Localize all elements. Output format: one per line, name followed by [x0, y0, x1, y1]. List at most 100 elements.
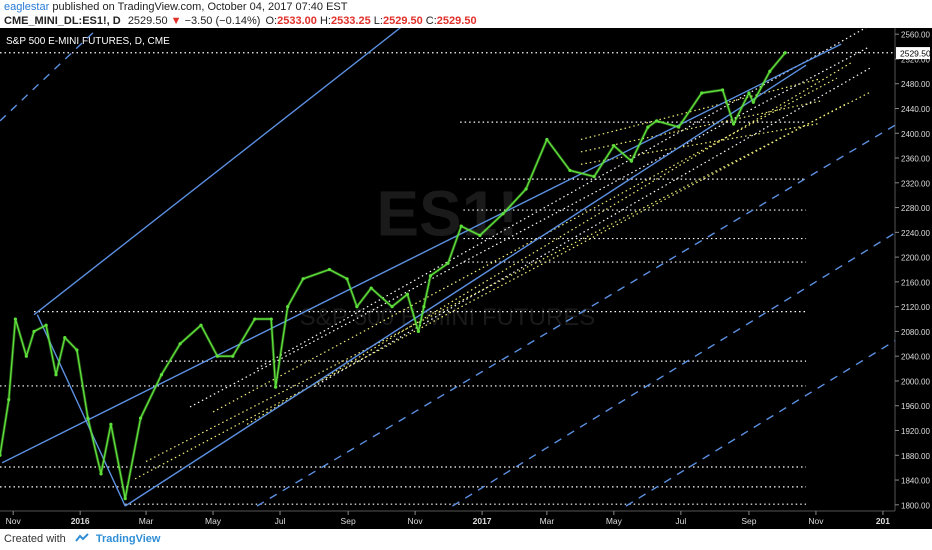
last-price: 2529.50	[127, 15, 168, 27]
y-tick-label: 2360.00	[901, 155, 930, 164]
y-tick-label: 2280.00	[901, 204, 930, 213]
watermark-name: S&P 500 E-MINI FUTURES	[300, 304, 596, 331]
publish-info: published on TradingView.com, October 04…	[52, 1, 348, 13]
price-point	[751, 100, 755, 104]
y-tick-label: 2240.00	[901, 229, 930, 238]
ohlc-line: CME_MINI_DL:ES1!, D 2529.50 ▼ −3.50 (−0.…	[4, 15, 477, 27]
open-value: 2533.00	[277, 15, 317, 27]
y-tick-label: 1800.00	[901, 501, 930, 510]
trend-dotted-line-1	[256, 28, 867, 370]
tradingview-link[interactable]: TradingView	[95, 533, 161, 545]
price-point	[24, 354, 28, 358]
price-point	[54, 373, 58, 377]
price-point	[655, 119, 659, 123]
low-label: L:	[373, 15, 383, 27]
author-link[interactable]: eaglestar	[4, 1, 50, 13]
close-label: C:	[425, 15, 437, 27]
trend-dotted-line-4	[145, 91, 871, 462]
price-point	[646, 125, 650, 129]
x-tick-label: Mar	[540, 516, 555, 526]
price-point	[720, 88, 725, 92]
y-tick-label: 2440.00	[901, 105, 930, 114]
trend-dotted-line-6	[134, 102, 849, 480]
x-tick-label: Nov	[408, 516, 424, 526]
x-tick-label: Nov	[6, 516, 22, 526]
price-chart[interactable]: ES1! S&P 500 E-MINI FUTURES S&P 500 E-MINI…	[0, 28, 932, 529]
price-point	[286, 305, 290, 309]
price-point	[99, 472, 103, 476]
price-point	[355, 305, 359, 309]
x-tick-label: Jul	[675, 516, 686, 526]
price-point	[253, 317, 257, 321]
price-point	[109, 422, 113, 426]
low-value: 2529.50	[382, 15, 423, 27]
price-point	[345, 277, 349, 281]
trend-dotted-line-8	[580, 78, 821, 141]
publish-line: eaglestar published on TradingView.com, …	[4, 1, 347, 13]
x-tick-label: May	[606, 516, 623, 526]
y-tick-label: 2480.00	[901, 80, 930, 89]
price-point	[269, 317, 273, 321]
x-tick-label: 201	[876, 516, 890, 526]
x-tick-label: Mar	[139, 516, 154, 526]
chart-background	[0, 28, 932, 529]
price-point	[612, 144, 616, 148]
down-arrow-icon: ▼	[170, 15, 182, 27]
price-axis-panel	[895, 28, 932, 529]
y-tick-label: 2520.00	[901, 55, 930, 64]
y-tick-label: 1920.00	[901, 427, 930, 436]
chart-header: eaglestar published on TradingView.com, …	[0, 0, 932, 28]
price-point	[459, 224, 463, 228]
x-tick-label: 2016	[71, 516, 90, 526]
price-point	[215, 354, 220, 358]
price-point	[592, 175, 596, 179]
y-tick-label: 2560.00	[901, 31, 930, 40]
y-tick-label: 2040.00	[901, 353, 930, 362]
price-change: −3.50 (−0.14%)	[184, 15, 261, 27]
watermark-symbol: ES1!	[376, 177, 518, 249]
tradingview-logo-icon	[75, 533, 89, 545]
channel-line-7	[452, 232, 896, 507]
last-price-tag-bg	[896, 47, 930, 60]
price-point	[178, 342, 182, 346]
channel-line-2	[33, 28, 402, 316]
price-point	[63, 336, 67, 340]
trend-dotted-line-3	[313, 67, 871, 388]
channel-line-1	[1, 43, 842, 464]
channel-line-3	[124, 64, 807, 507]
channel-line-4	[36, 314, 126, 507]
price-point	[568, 168, 572, 173]
price-point	[327, 267, 332, 272]
trend-dotted-line-5	[212, 77, 838, 413]
close-value: 2529.50	[436, 15, 477, 27]
chart-footer: Created with TradingView	[0, 529, 932, 550]
x-tick-label: Jul	[275, 516, 286, 526]
last-price-tag: 2529.50	[900, 49, 931, 59]
price-point	[231, 354, 235, 358]
price-point	[677, 125, 681, 129]
y-tick-label: 1880.00	[901, 452, 930, 461]
price-point	[768, 69, 772, 73]
price-point	[138, 416, 143, 420]
channel-line-6	[256, 124, 896, 507]
high-label: H:	[319, 15, 331, 27]
price-point	[731, 122, 736, 126]
x-tick-label: Sep	[741, 516, 756, 526]
price-point	[75, 348, 79, 352]
price-point	[422, 305, 426, 309]
y-tick-label: 2320.00	[901, 179, 930, 188]
y-tick-label: 1960.00	[901, 402, 930, 411]
x-tick-label: May	[205, 516, 222, 526]
price-point	[7, 397, 11, 402]
y-tick-label: 2400.00	[901, 130, 930, 139]
price-point	[13, 317, 17, 321]
price-point	[123, 497, 127, 501]
price-point	[86, 416, 90, 420]
x-tick-label: Nov	[808, 516, 824, 526]
channel-line-8	[625, 340, 896, 507]
high-value: 2533.25	[330, 15, 371, 27]
y-tick-label: 2160.00	[901, 278, 930, 287]
price-point	[446, 261, 450, 265]
price-point	[524, 187, 528, 191]
price-point	[747, 91, 751, 95]
